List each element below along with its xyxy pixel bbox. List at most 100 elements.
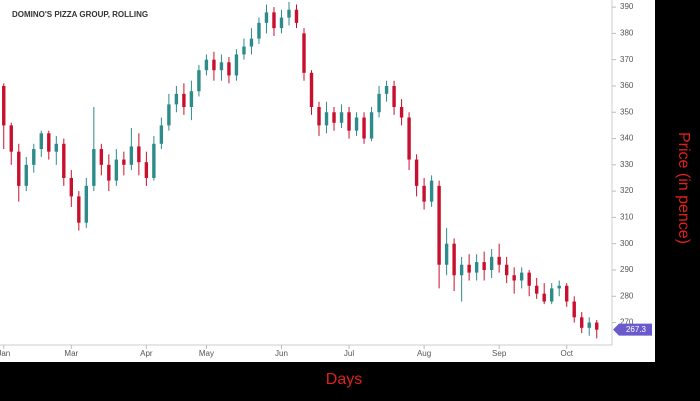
x-tick-label: Jun (275, 349, 288, 358)
candle-body (399, 106, 404, 118)
candle-body (137, 146, 141, 163)
candle-body (159, 125, 164, 144)
candle-body (17, 151, 21, 186)
candle-body (527, 272, 531, 286)
candle-body (234, 54, 239, 76)
last-price-tag (613, 323, 652, 336)
candle-body (302, 33, 306, 73)
candle-body (249, 38, 254, 47)
candle-body (519, 272, 524, 281)
y-tick-label: 320 (620, 186, 634, 195)
candle-body (580, 317, 584, 328)
candle-body (54, 143, 58, 152)
candle-body (264, 12, 269, 23)
candle-body (534, 285, 539, 294)
x-tick-label: Jan (0, 349, 10, 358)
y-tick-label: 310 (620, 213, 634, 222)
candle-body (144, 162, 149, 178)
candle-body (444, 243, 449, 265)
candle-body (422, 185, 426, 202)
y-tick-label: 270 (620, 318, 634, 327)
candle-body (2, 85, 6, 126)
candle-body (272, 12, 276, 29)
candle-body (512, 275, 516, 281)
candle-body (339, 112, 344, 123)
candle-body (122, 159, 126, 165)
candle-body (369, 112, 374, 139)
candle-body (407, 117, 411, 160)
candle-body (39, 133, 43, 150)
candle-body (557, 285, 561, 289)
candle-body (62, 143, 66, 178)
candle-body (204, 59, 209, 71)
candle-body (354, 117, 359, 131)
candle-body (324, 112, 329, 126)
candle-body (47, 133, 51, 152)
candle-body (219, 62, 224, 71)
y-tick-label: 350 (620, 107, 634, 116)
x-tick-label: Apr (140, 349, 153, 358)
candle-body (9, 125, 13, 152)
candle-body (92, 149, 96, 186)
candle-body (182, 93, 186, 107)
candle-body (84, 185, 89, 223)
candle-body (437, 185, 441, 265)
y-tick-label: 360 (620, 81, 634, 90)
candle-body (347, 112, 351, 131)
x-tick-label: Oct (560, 349, 573, 358)
candle-body (504, 264, 509, 276)
x-tick-label: May (199, 349, 214, 358)
candle-body (129, 146, 134, 165)
candle-body (565, 285, 569, 302)
candle-body (459, 264, 464, 276)
candle-body (392, 85, 396, 107)
chart-title: DOMINO'S PIZZA GROUP, ROLLING (12, 10, 148, 19)
candle-body (294, 9, 299, 23)
candle-body (242, 46, 246, 55)
candle-body (197, 70, 201, 92)
candle-body (489, 256, 494, 270)
y-tick-label: 370 (620, 55, 634, 64)
candle-body (332, 112, 336, 123)
x-tick-label: Aug (417, 349, 431, 358)
candle-body (317, 106, 321, 126)
y-tick-label: 280 (620, 291, 634, 300)
x-axis-title: Days (326, 371, 362, 388)
candle-body (167, 104, 171, 126)
candle-body (482, 262, 486, 270)
candle-body (257, 22, 261, 39)
candle-body (279, 17, 284, 29)
plot-panel (0, 0, 655, 362)
candle-body (414, 159, 419, 186)
candle-body (174, 93, 179, 105)
candle-body (497, 256, 501, 265)
candle-body (452, 243, 456, 276)
x-tick-label: Jul (344, 349, 354, 358)
candle-body (550, 288, 554, 302)
candle-body (24, 164, 28, 186)
y-tick-label: 340 (620, 134, 634, 143)
candle-body (99, 149, 104, 165)
candle-body (189, 91, 194, 107)
candle-body (587, 322, 591, 328)
candle-body (384, 85, 389, 94)
candle-body (77, 196, 81, 223)
candle-body (227, 62, 231, 76)
candle-body (309, 72, 314, 107)
candle-body (362, 117, 366, 139)
y-tick-label: 290 (620, 265, 634, 274)
y-axis-title: Price (in pence) (675, 132, 692, 244)
y-tick-label: 330 (620, 160, 634, 169)
y-tick-label: 390 (620, 2, 634, 11)
candle-body (152, 143, 156, 178)
candle-body (429, 180, 434, 202)
candle-body (377, 93, 381, 113)
candle-body (572, 301, 576, 318)
candle-body (542, 293, 546, 302)
x-tick-label: Sep (492, 349, 507, 358)
candle-body (212, 59, 216, 71)
candle-body (474, 262, 479, 273)
last-price-label: 267.3 (626, 325, 647, 334)
x-tick-label: Mar (64, 349, 78, 358)
